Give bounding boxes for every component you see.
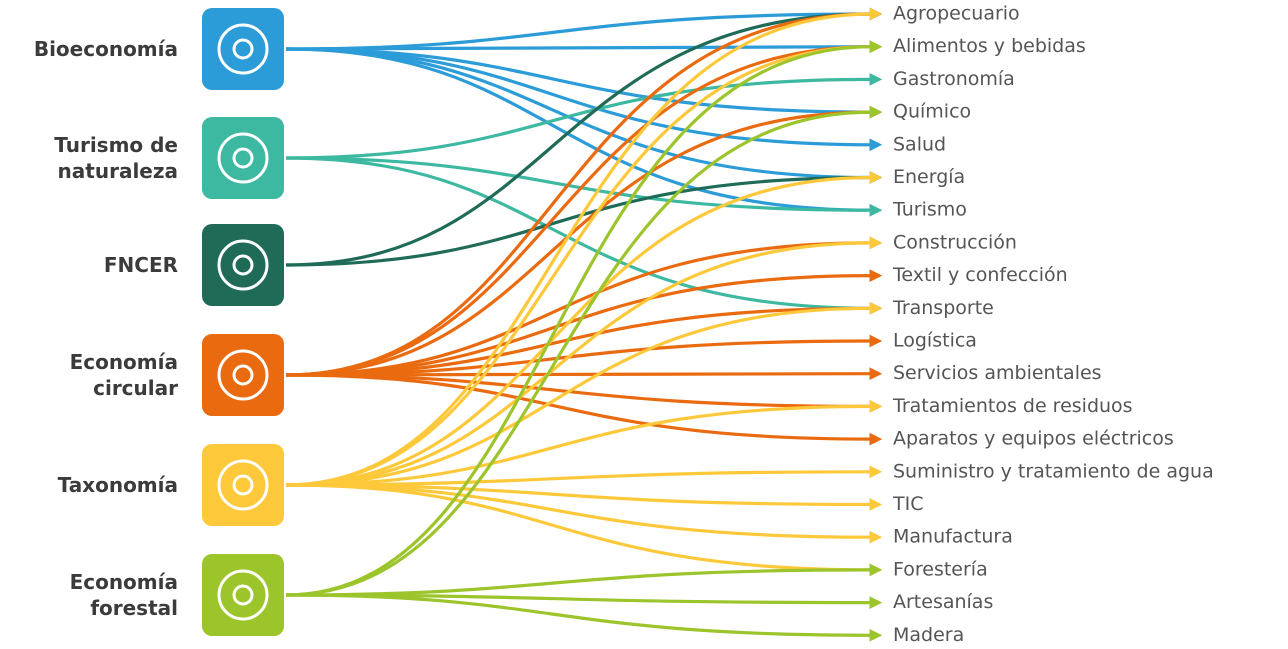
link <box>285 373 883 413</box>
link <box>285 269 883 377</box>
target-label: Agropecuario <box>893 3 1020 25</box>
link <box>285 40 883 377</box>
source-icon <box>202 224 284 306</box>
icon-glyph <box>232 254 254 276</box>
icon-glyph <box>217 23 269 75</box>
link <box>285 563 883 597</box>
link <box>285 47 883 184</box>
target-label: Construcción <box>893 231 1017 253</box>
source-icon <box>202 334 284 416</box>
source-label: Economía <box>70 350 178 374</box>
link <box>285 593 883 642</box>
target-label: Químico <box>893 101 971 123</box>
source-label: Economía <box>70 570 178 594</box>
target-label: Textil y confección <box>892 264 1068 286</box>
link <box>285 156 883 315</box>
link <box>285 105 883 377</box>
link <box>285 156 883 217</box>
source-label: FNCER <box>104 253 178 277</box>
source-icon <box>202 444 284 526</box>
icon-glyph <box>232 147 254 169</box>
link <box>285 105 883 597</box>
icon-glyph <box>217 239 269 291</box>
target-label: Forestería <box>893 558 988 580</box>
link <box>285 483 883 544</box>
link <box>285 73 883 160</box>
source-label: naturaleza <box>58 159 178 183</box>
source-label: Bioeconomía <box>34 37 178 61</box>
link <box>285 373 883 446</box>
link <box>285 40 883 54</box>
target-label: Suministro y tratamiento de agua <box>893 460 1214 482</box>
source-icon <box>202 117 284 199</box>
nodes: Agropecuario Alimentos y bebidas Gastronom… <box>34 3 1214 646</box>
icon-glyph <box>232 474 254 496</box>
target-label: Logística <box>893 330 977 352</box>
icon-glyph <box>217 132 269 184</box>
target-label: TIC <box>892 493 923 515</box>
icon-glyph <box>217 569 269 621</box>
link <box>285 7 883 267</box>
link <box>285 40 883 597</box>
target-label: Energía <box>893 166 965 188</box>
icon-glyph <box>232 584 254 606</box>
source-label: Turismo de <box>54 133 178 157</box>
link <box>285 465 883 487</box>
link <box>285 171 883 267</box>
link <box>285 334 883 377</box>
icon-glyph <box>217 459 269 511</box>
source-label: circular <box>93 376 178 400</box>
link <box>285 236 883 377</box>
target-label: Transporte <box>892 297 994 319</box>
link <box>285 367 883 381</box>
source-icon <box>202 554 284 636</box>
source-label: forestal <box>90 596 178 620</box>
link <box>285 483 883 511</box>
source-icon <box>202 8 284 90</box>
link <box>285 7 883 51</box>
link <box>285 483 883 577</box>
link <box>285 400 883 487</box>
link <box>285 171 883 487</box>
target-label: Servicios ambientales <box>893 362 1102 384</box>
link <box>285 301 883 487</box>
link <box>285 7 883 487</box>
target-label: Aparatos y equipos eléctricos <box>893 428 1174 450</box>
link <box>285 236 883 487</box>
link <box>285 593 883 609</box>
target-label: Artesanías <box>893 591 993 613</box>
target-label: Alimentos y bebidas <box>893 35 1086 57</box>
link <box>285 301 883 377</box>
target-label: Tratamientos de residuos <box>892 395 1133 417</box>
source-label: Taxonomía <box>58 473 178 497</box>
links <box>285 7 883 642</box>
link <box>285 7 883 377</box>
target-label: Manufactura <box>893 526 1013 548</box>
icon-glyph <box>232 364 254 386</box>
link <box>285 40 883 487</box>
link <box>285 47 883 217</box>
link <box>285 47 883 119</box>
target-label: Madera <box>893 624 964 646</box>
target-label: Salud <box>893 133 946 155</box>
icon-glyph <box>232 38 254 60</box>
target-label: Gastronomía <box>893 68 1015 90</box>
target-label: Turismo <box>892 199 967 221</box>
icon-glyph <box>217 349 269 401</box>
